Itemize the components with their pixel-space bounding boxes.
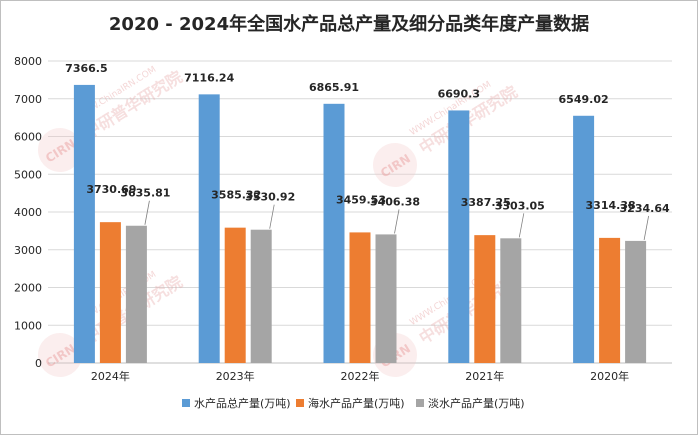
y-tick-label: 0	[35, 357, 42, 370]
gridlines	[48, 60, 672, 364]
x-category-label: 2022年	[341, 369, 380, 383]
leader-line	[269, 204, 275, 229]
leader-line	[518, 213, 525, 238]
data-label: 3635.81	[120, 187, 170, 200]
bar	[448, 110, 470, 363]
bar	[99, 222, 121, 363]
bar	[599, 237, 621, 363]
bars	[73, 84, 647, 364]
x-category-label: 2020年	[590, 369, 629, 383]
bar	[224, 227, 246, 363]
leader-line	[394, 209, 400, 234]
legend: 水产品总产量(万吨) 海水产品产量(万吨) 淡水产品产量(万吨)	[182, 396, 525, 410]
cirn-logo-icon	[38, 333, 82, 377]
legend-label: 水产品总产量(万吨)	[194, 396, 291, 410]
data-label: 3530.92	[245, 191, 295, 204]
cirn-logo-icon	[38, 128, 82, 172]
data-label: 3406.38	[370, 195, 420, 208]
data-label: 3303.05	[495, 199, 545, 212]
bar	[125, 225, 147, 363]
legend-swatch	[416, 399, 424, 407]
bar	[573, 115, 595, 363]
bar	[198, 94, 220, 363]
bar	[625, 240, 647, 363]
bar	[349, 232, 371, 363]
y-tick-label: 2000	[14, 282, 42, 295]
bar	[250, 229, 272, 363]
data-label: 3585.32	[211, 189, 261, 202]
legend-swatch	[296, 399, 304, 407]
bar	[375, 234, 397, 363]
leader-line	[144, 200, 150, 225]
x-category-label: 2023年	[216, 369, 255, 383]
x-category-label: 2021年	[465, 369, 504, 383]
cirn-logo-icon	[373, 143, 417, 187]
bar	[474, 235, 496, 363]
y-tick-label: 7000	[14, 93, 42, 106]
y-tick-label: 3000	[14, 244, 42, 257]
bar	[500, 238, 522, 363]
legend-label: 海水产品产量(万吨)	[308, 396, 405, 410]
data-label: 7366.5	[65, 62, 107, 75]
leader-line	[643, 215, 649, 240]
legend-label: 淡水产品产量(万吨)	[428, 396, 525, 410]
data-label: 3730.69	[86, 183, 136, 196]
data-label: 6549.02	[559, 93, 609, 106]
data-label: 6690.3	[438, 87, 480, 100]
chart-title: 2020 - 2024年全国水产品总产量及细分品类年度产量数据	[109, 13, 589, 35]
y-tick-label: 5000	[14, 168, 42, 181]
x-category-label: 2024年	[91, 369, 130, 383]
bar	[323, 103, 345, 364]
data-label: 3387.25	[461, 196, 511, 209]
y-tick-label: 4000	[14, 206, 42, 219]
data-label: 7116.24	[184, 71, 234, 84]
legend-swatch	[182, 399, 190, 407]
y-tick-label: 6000	[14, 131, 42, 144]
data-label: 3459.53	[336, 193, 386, 206]
bar	[73, 84, 95, 364]
axes: 0 1000 2000 3000 4000 5000 6000 7000 8000 2024年 20…	[14, 55, 629, 383]
y-tick-label: 8000	[14, 55, 42, 68]
data-label: 6865.91	[309, 81, 359, 94]
y-tick-label: 1000	[14, 319, 42, 332]
data-label: 3234.64	[620, 202, 670, 215]
data-label: 3314.38	[586, 199, 636, 212]
